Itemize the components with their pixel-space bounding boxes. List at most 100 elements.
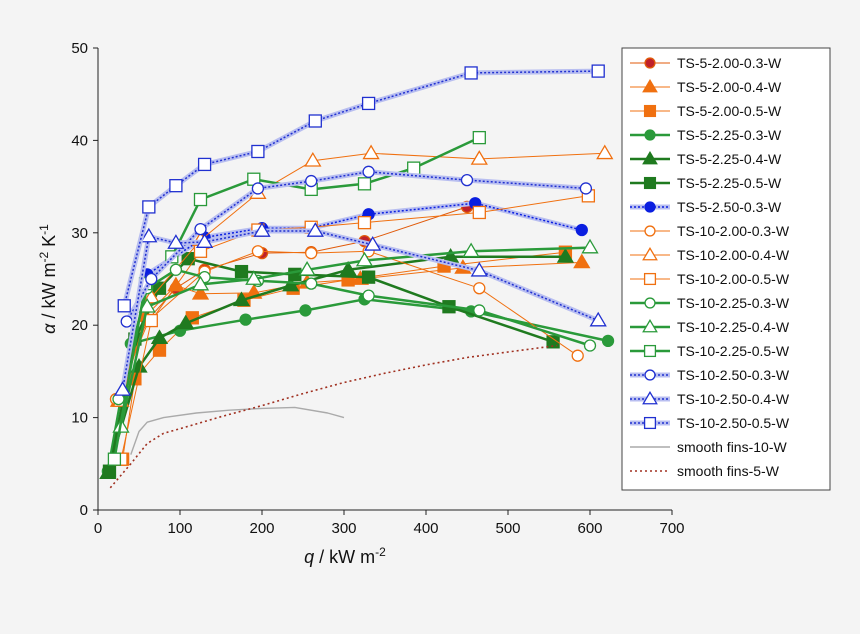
data-point — [117, 299, 131, 313]
series-line — [115, 250, 578, 400]
legend-label: TS-5-2.00-0.3-W — [677, 55, 782, 71]
data-point — [194, 222, 207, 236]
legend-label: smooth fins-10-W — [677, 439, 787, 455]
legend-label: TS-10-2.25-0.5-W — [677, 343, 790, 359]
legend-box — [621, 47, 831, 491]
legend-entry: TS-10-2.25-0.5-W — [630, 343, 790, 359]
data-point — [355, 251, 374, 267]
x-axis-label: q / kW m-2 — [304, 545, 386, 567]
data-point — [140, 227, 158, 243]
y-tick-label: 20 — [71, 317, 88, 334]
data-point — [177, 314, 195, 330]
series-smooth-fins-10-w — [130, 406, 345, 455]
legend-marker — [644, 129, 656, 141]
data-point — [138, 297, 156, 313]
legend-marker — [643, 416, 657, 430]
data-point — [556, 248, 575, 263]
legend-label: TS-10-2.25-0.4-W — [677, 319, 790, 335]
legend-marker — [642, 390, 658, 405]
legend-entry: TS-10-2.00-0.3-W — [630, 223, 790, 239]
data-point — [195, 233, 214, 248]
data-point — [601, 334, 615, 348]
data-point — [142, 200, 156, 214]
legend-label: TS-5-2.00-0.4-W — [677, 79, 782, 95]
data-point — [357, 177, 372, 191]
series-ts-10-2-50-0-3-w — [120, 165, 593, 328]
legend-entry: TS-5-2.00-0.5-W — [630, 103, 782, 119]
legend-marker — [643, 104, 657, 118]
data-point — [305, 246, 318, 260]
data-point — [107, 452, 122, 466]
series-line — [109, 344, 558, 489]
data-point — [473, 282, 486, 295]
data-point — [470, 150, 488, 165]
data-point — [339, 260, 357, 276]
data-point — [150, 329, 169, 345]
data-point — [546, 335, 560, 349]
series-ts-5-2-25-0-4-w — [99, 248, 575, 479]
data-point — [304, 151, 322, 167]
data-point — [472, 130, 486, 145]
data-point — [364, 236, 382, 251]
data-point — [305, 174, 318, 188]
data-point — [145, 272, 158, 286]
data-point — [596, 144, 614, 160]
legend-label: TS-10-2.50-0.4-W — [677, 391, 790, 407]
data-point — [191, 275, 210, 291]
series-line — [130, 406, 345, 455]
data-point — [232, 291, 251, 307]
data-point — [361, 270, 376, 284]
series-line — [121, 230, 599, 391]
series-line — [120, 152, 605, 402]
series-ts-10-2-50-0-4-w — [113, 222, 607, 396]
legend-entry: TS-10-2.25-0.3-W — [630, 295, 790, 311]
data-point — [298, 260, 316, 276]
x-tick-label: 500 — [495, 520, 520, 537]
legend-label: TS-10-2.00-0.3-W — [677, 223, 790, 239]
data-point — [120, 315, 133, 328]
data-point — [306, 222, 324, 237]
data-point — [407, 161, 421, 175]
series-line — [119, 246, 591, 428]
legend-entry: TS-10-2.00-0.5-W — [630, 271, 790, 287]
data-point — [152, 343, 167, 357]
legend-entry: TS-5-2.50-0.3-W — [630, 199, 782, 215]
legend-marker — [642, 78, 658, 93]
data-point — [181, 252, 195, 266]
legend-entry: TS-5-2.00-0.4-W — [630, 78, 782, 95]
legend-label: TS-10-2.00-0.4-W — [677, 247, 790, 263]
data-point — [462, 242, 480, 258]
data-point — [191, 285, 210, 300]
x-tick-label: 600 — [577, 520, 602, 537]
data-point — [361, 96, 376, 111]
data-point — [253, 222, 271, 237]
y-tick-label: 50 — [71, 40, 88, 57]
legend-label: TS-10-2.50-0.5-W — [677, 415, 790, 431]
legend-marker — [644, 369, 656, 381]
plot-area — [99, 64, 615, 489]
data-point — [470, 261, 488, 277]
y-tick-label: 40 — [71, 132, 88, 149]
data-point — [251, 182, 265, 195]
data-point — [102, 464, 117, 478]
legend-marker — [643, 176, 657, 190]
data-point — [357, 215, 372, 230]
data-point — [473, 304, 486, 317]
series-line — [126, 171, 586, 322]
data-point — [460, 173, 474, 187]
legend-marker — [644, 297, 656, 309]
legend-marker — [644, 201, 656, 213]
series-line — [123, 70, 599, 306]
x-tick-label: 200 — [249, 520, 274, 537]
data-point — [591, 64, 605, 78]
data-point — [472, 205, 486, 220]
data-point — [251, 245, 265, 258]
legend-label: TS-10-2.00-0.5-W — [677, 271, 790, 287]
x-tick-label: 700 — [659, 520, 684, 537]
x-tick-label: 100 — [167, 520, 192, 537]
data-point — [362, 165, 375, 178]
legend-label: TS-10-2.25-0.3-W — [677, 295, 790, 311]
legend-marker — [642, 246, 658, 261]
data-point — [239, 313, 252, 326]
legend-entry: TS-5-2.25-0.5-W — [630, 175, 782, 191]
